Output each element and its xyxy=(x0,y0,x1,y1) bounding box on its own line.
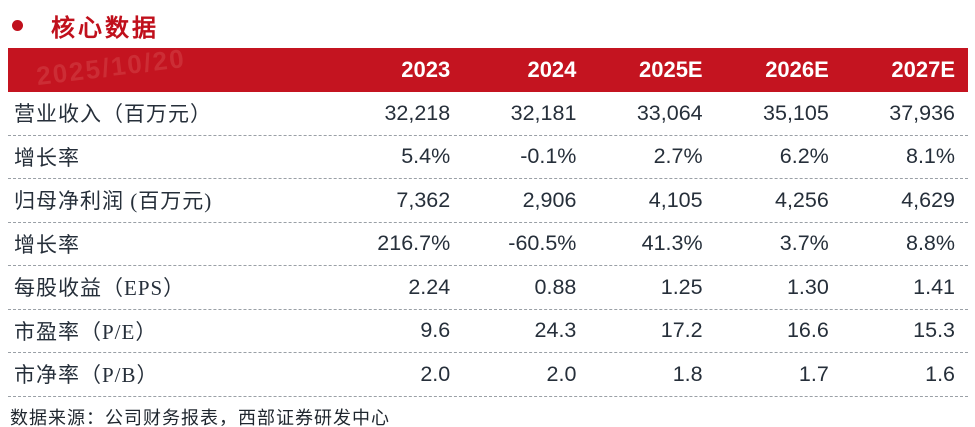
cell-value: 2.0 xyxy=(420,361,451,386)
header-watermark: 2025/10/20 xyxy=(34,48,188,92)
cell-value: 4,105 xyxy=(648,187,703,212)
table-row-pb: 市净率（P/B） 2.0 2.0 1.8 1.7 1.6 xyxy=(8,353,968,397)
cell-value: 3.7% xyxy=(779,231,829,256)
row-label: 营业收入（百万元） xyxy=(14,102,212,127)
table-header-row: 2025/10/20 2023 2024 2025E 2026E 2027E xyxy=(8,48,968,92)
cell-value: 2.0 xyxy=(546,361,577,386)
table-row-pe: 市盈率（P/E） 9.6 24.3 17.2 16.6 15.3 xyxy=(8,310,968,353)
row-label: 增长率 xyxy=(14,232,80,257)
cell-value: 5.4% xyxy=(401,144,451,169)
cell-value: 7,362 xyxy=(396,187,451,212)
row-label: 市净率（P/B） xyxy=(14,363,159,388)
row-label: 市盈率（P/E） xyxy=(14,319,158,344)
cell-value: 4,256 xyxy=(775,187,829,212)
column-header-2023: 2023 xyxy=(401,57,451,82)
column-header-2024: 2024 xyxy=(527,57,577,82)
source-note: 数据来源：公司财务报表，西部证券研发中心 xyxy=(10,407,390,427)
table-row-revenue-growth: 增长率 5.4% -0.1% 2.7% 6.2% 8.1% xyxy=(8,136,968,179)
cell-value: 32,181 xyxy=(510,100,577,125)
table-row-eps: 每股收益（EPS） 2.24 0.88 1.25 1.30 1.41 xyxy=(8,266,968,310)
cell-value: 15.3 xyxy=(913,318,956,343)
cell-value: 2,906 xyxy=(522,187,577,212)
column-header-2026e: 2026E xyxy=(765,57,829,82)
row-label: 增长率 xyxy=(14,145,80,170)
cell-value: 37,936 xyxy=(889,100,956,125)
cell-value: 1.7 xyxy=(798,361,829,386)
cell-value: 4,629 xyxy=(901,187,956,212)
cell-value: 17.2 xyxy=(660,318,703,343)
section-title-row: 核心数据 xyxy=(0,0,975,42)
cell-value: 0.88 xyxy=(534,274,577,299)
cell-value: 16.6 xyxy=(786,318,829,343)
table-row-profit-growth: 增长率 216.7% -60.5% 41.3% 3.7% 8.8% xyxy=(8,223,968,266)
cell-value: 1.6 xyxy=(925,361,956,386)
column-header-2027e: 2027E xyxy=(891,57,956,82)
cell-value: -60.5% xyxy=(508,231,577,256)
core-data-table: 2025/10/20 2023 2024 2025E 2026E 2027E 营… xyxy=(8,48,968,397)
page-title: 核心数据 xyxy=(51,15,159,42)
cell-value: 1.41 xyxy=(913,274,956,299)
row-label: 每股收益（EPS） xyxy=(14,276,186,301)
table-row-net-profit: 归母净利润 (百万元) 7,362 2,906 4,105 4,256 4,62… xyxy=(8,179,968,223)
cell-value: -0.1% xyxy=(520,144,577,169)
bullet-icon xyxy=(12,19,23,31)
cell-value: 1.30 xyxy=(786,274,829,299)
cell-value: 9.6 xyxy=(420,318,451,343)
cell-value: 35,105 xyxy=(763,100,829,125)
cell-value: 1.8 xyxy=(672,361,703,386)
row-label: 归母净利润 (百万元) xyxy=(14,189,213,214)
cell-value: 33,064 xyxy=(636,100,703,125)
cell-value: 2.24 xyxy=(408,274,451,299)
cell-value: 41.3% xyxy=(641,231,703,256)
cell-value: 216.7% xyxy=(377,231,451,256)
cell-value: 2.7% xyxy=(653,144,703,169)
cell-value: 8.8% xyxy=(906,231,956,256)
table-row-revenue: 营业收入（百万元） 32,218 32,181 33,064 35,105 37… xyxy=(8,92,968,136)
cell-value: 32,218 xyxy=(384,100,451,125)
cell-value: 24.3 xyxy=(534,318,577,343)
cell-value: 8.1% xyxy=(906,144,956,169)
cell-value: 6.2% xyxy=(779,144,829,169)
cell-value: 1.25 xyxy=(660,274,703,299)
column-header-2025e: 2025E xyxy=(638,57,703,82)
